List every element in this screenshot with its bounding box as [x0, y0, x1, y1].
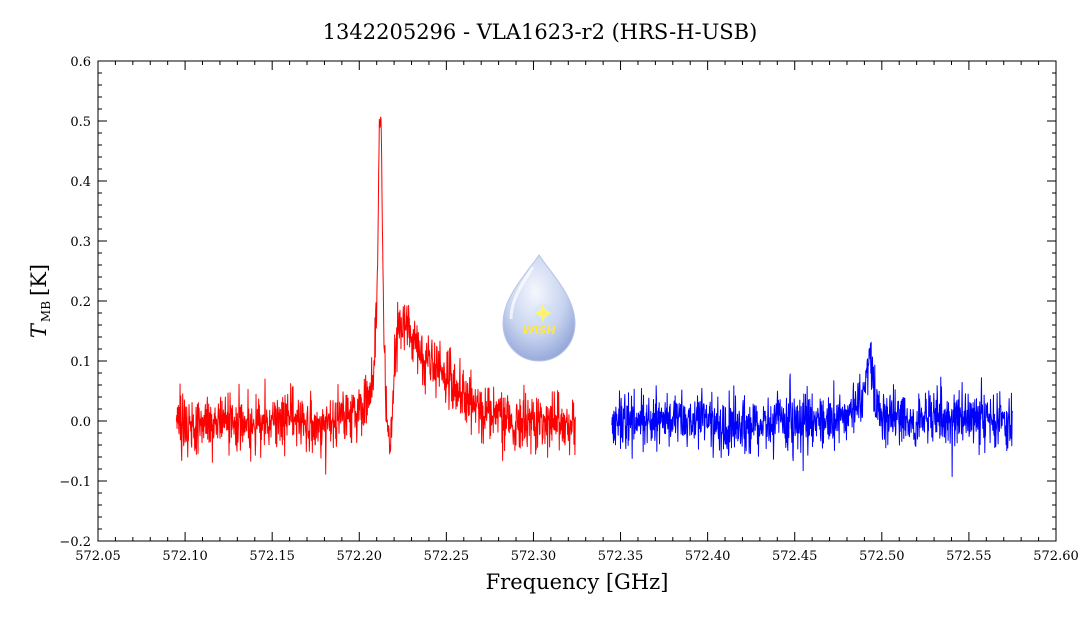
x-tick-label: 572.40 [685, 549, 731, 564]
y-axis-label-sub: MB [39, 301, 53, 322]
plot-frame [97, 60, 1057, 542]
wish-logo: WISH [502, 254, 576, 362]
y-tick-label: 0.0 [70, 415, 91, 430]
x-tick-label: 572.60 [1033, 549, 1079, 564]
logo-text: WISH [522, 324, 555, 337]
x-axis-label: Frequency [GHz] [486, 570, 669, 594]
y-axis-label: TMB [K] [27, 264, 53, 338]
x-tick-label: 572.20 [337, 549, 383, 564]
star-icon [534, 303, 552, 323]
svg-text:TMB[K]: TMB [K] [27, 264, 53, 338]
y-axis-label-unit: [K] [27, 264, 51, 296]
y-tick-label: 0.5 [70, 115, 91, 130]
series-layer [175, 116, 1013, 478]
y-axis-label-main: T [27, 322, 51, 338]
x-tick-label: 572.10 [162, 549, 208, 564]
y-tick-label: 0.3 [70, 235, 91, 250]
series-line-2 [611, 341, 1013, 478]
y-tick-label: −0.2 [59, 535, 91, 550]
axis-ticks: 572.05 572.10 572.15 572.20 572.25 572.30 572.… [59, 55, 1078, 564]
chart-title: 1342205296 - VLA1623-r2 (HRS-H-USB) [323, 20, 758, 44]
y-tick-label: 0.1 [70, 355, 91, 370]
y-tick-label: 0.6 [70, 55, 91, 70]
x-tick-label: 572.50 [859, 549, 905, 564]
y-tick-label: 0.4 [70, 175, 91, 190]
x-tick-label: 572.45 [772, 549, 818, 564]
x-tick-label: 572.15 [249, 549, 295, 564]
x-tick-label: 572.55 [946, 549, 992, 564]
x-tick-label: 572.35 [598, 549, 644, 564]
series-line-1 [175, 116, 576, 475]
y-tick-label: 0.2 [70, 295, 91, 310]
y-tick-label: −0.1 [59, 475, 91, 490]
x-tick-label: 572.05 [75, 549, 121, 564]
x-tick-label: 572.25 [424, 549, 470, 564]
x-tick-label: 572.30 [511, 549, 557, 564]
